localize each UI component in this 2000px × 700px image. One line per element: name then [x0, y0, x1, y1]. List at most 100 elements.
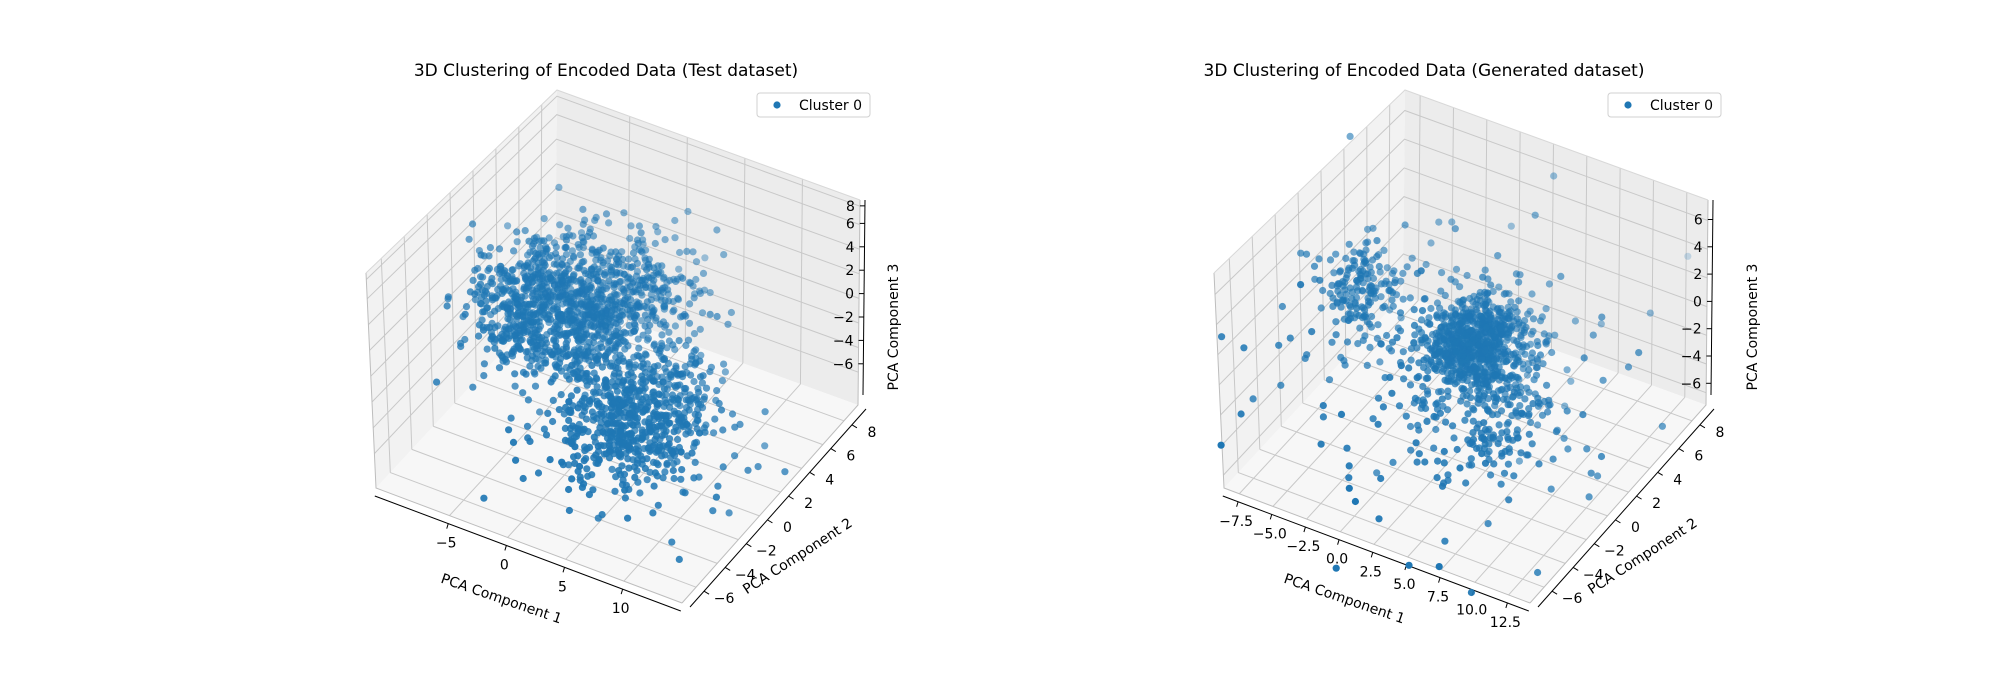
- scatter-point: [691, 439, 699, 447]
- scatter-point: [1356, 324, 1364, 332]
- scatter-point: [706, 289, 714, 297]
- scatter-point: [480, 494, 488, 502]
- scatter-point: [1538, 411, 1547, 419]
- scatter-point: [613, 291, 621, 299]
- scatter-point: [581, 403, 589, 412]
- scatter-point: [1408, 254, 1416, 262]
- back-right-pane: [555, 90, 860, 405]
- scatter-point: [1529, 400, 1537, 408]
- y-gridline: [1238, 472, 1545, 588]
- z-tick-label: 6: [846, 216, 855, 232]
- scatter-point: [665, 380, 673, 389]
- scatter-point: [547, 378, 555, 386]
- chart-title: 3D Clustering of Encoded Data (Test data…: [414, 61, 798, 81]
- scatter-point: [781, 468, 789, 476]
- scatter-point: [590, 388, 598, 396]
- scatter-point: [1357, 272, 1365, 280]
- scatter-point: [677, 448, 685, 456]
- x-gridline-wall: [1650, 180, 1654, 386]
- scatter-point: [475, 321, 483, 329]
- scatter-point: [1421, 295, 1429, 303]
- y-gridline-wall: [1320, 170, 1325, 380]
- z-gridline: [368, 138, 860, 325]
- scatter-point: [629, 249, 638, 257]
- x-tick-label: 7.5: [1427, 590, 1449, 606]
- scatter-point: [633, 405, 641, 413]
- scatter-point: [670, 367, 678, 375]
- scatter-point: [1352, 310, 1360, 318]
- scatter-point: [698, 379, 707, 387]
- scatter-point: [588, 322, 596, 330]
- scatter-point: [1501, 447, 1509, 455]
- scatter-point: [1438, 395, 1446, 403]
- scatter-point: [671, 234, 679, 242]
- scatter-point: [627, 369, 635, 377]
- scatter-point: [1552, 428, 1560, 436]
- scatter-point: [1347, 303, 1355, 311]
- scatter-point: [598, 279, 607, 287]
- scatter-point: [1345, 474, 1353, 482]
- scatter-point: [632, 272, 641, 280]
- scatter-point: [1550, 172, 1558, 180]
- scatter-point: [695, 388, 703, 396]
- scatter-point: [542, 359, 550, 367]
- scatter-point: [1585, 493, 1593, 501]
- scatter-point: [1470, 406, 1478, 414]
- scatter-point: [555, 183, 563, 191]
- scatter-point: [598, 510, 606, 519]
- scatter-point: [688, 449, 696, 457]
- scatter-point: [1504, 401, 1512, 409]
- scatter-point: [1423, 387, 1431, 395]
- scatter-point: [1580, 354, 1588, 362]
- scatter-point: [1249, 395, 1257, 403]
- scatter-point: [1597, 452, 1606, 461]
- scatter-point: [1427, 239, 1435, 247]
- scatter-point: [1437, 287, 1445, 295]
- scatter-point: [1599, 376, 1607, 384]
- scatter-point: [1343, 444, 1351, 452]
- scatter-series-cluster-0: [1217, 132, 1692, 597]
- scatter-point: [1364, 225, 1372, 233]
- z-tick-label: 2: [1693, 267, 1702, 283]
- y-gridline: [411, 448, 718, 564]
- scatter-point: [1432, 352, 1440, 360]
- scatter-point: [1476, 364, 1485, 372]
- x-tick-label: −2.5: [1286, 539, 1320, 555]
- x-axis-line: [1222, 495, 1529, 612]
- scatter-point: [523, 261, 531, 269]
- scatter-point: [603, 257, 612, 265]
- scatter-point: [1441, 335, 1449, 344]
- scatter-point: [1432, 425, 1440, 434]
- scatter-point: [649, 307, 657, 315]
- scatter-point: [731, 423, 739, 431]
- scatter-point: [662, 399, 670, 407]
- scatter-point: [1413, 458, 1421, 466]
- scatter-point: [601, 352, 609, 360]
- scatter-point: [526, 248, 534, 256]
- scatter-point: [659, 442, 667, 450]
- scatter-point: [633, 459, 642, 468]
- scatter-point: [1440, 447, 1448, 456]
- scatter-point: [1353, 304, 1361, 312]
- scatter-point: [1310, 262, 1319, 270]
- y-gridline: [1302, 402, 1608, 517]
- scatter-point: [626, 234, 634, 243]
- scatter-point: [1531, 211, 1539, 219]
- scatter-point: [1515, 457, 1523, 465]
- scatter-point: [589, 232, 598, 240]
- scatter-point: [681, 489, 689, 497]
- scatter-point: [573, 358, 581, 366]
- scatter-point: [521, 227, 529, 235]
- scatter-point: [579, 220, 587, 228]
- pane-edge: [1213, 272, 1531, 604]
- scatter-point: [1430, 412, 1438, 421]
- scatter-point: [597, 408, 606, 416]
- scatter-point: [574, 292, 582, 300]
- scatter-point: [1514, 374, 1522, 382]
- scatter-point: [672, 277, 680, 285]
- scatter-point: [651, 285, 659, 293]
- legend-label: Cluster 0: [799, 98, 862, 114]
- scatter-point: [550, 287, 558, 295]
- scatter-point: [612, 297, 620, 306]
- scatter-point: [558, 261, 567, 269]
